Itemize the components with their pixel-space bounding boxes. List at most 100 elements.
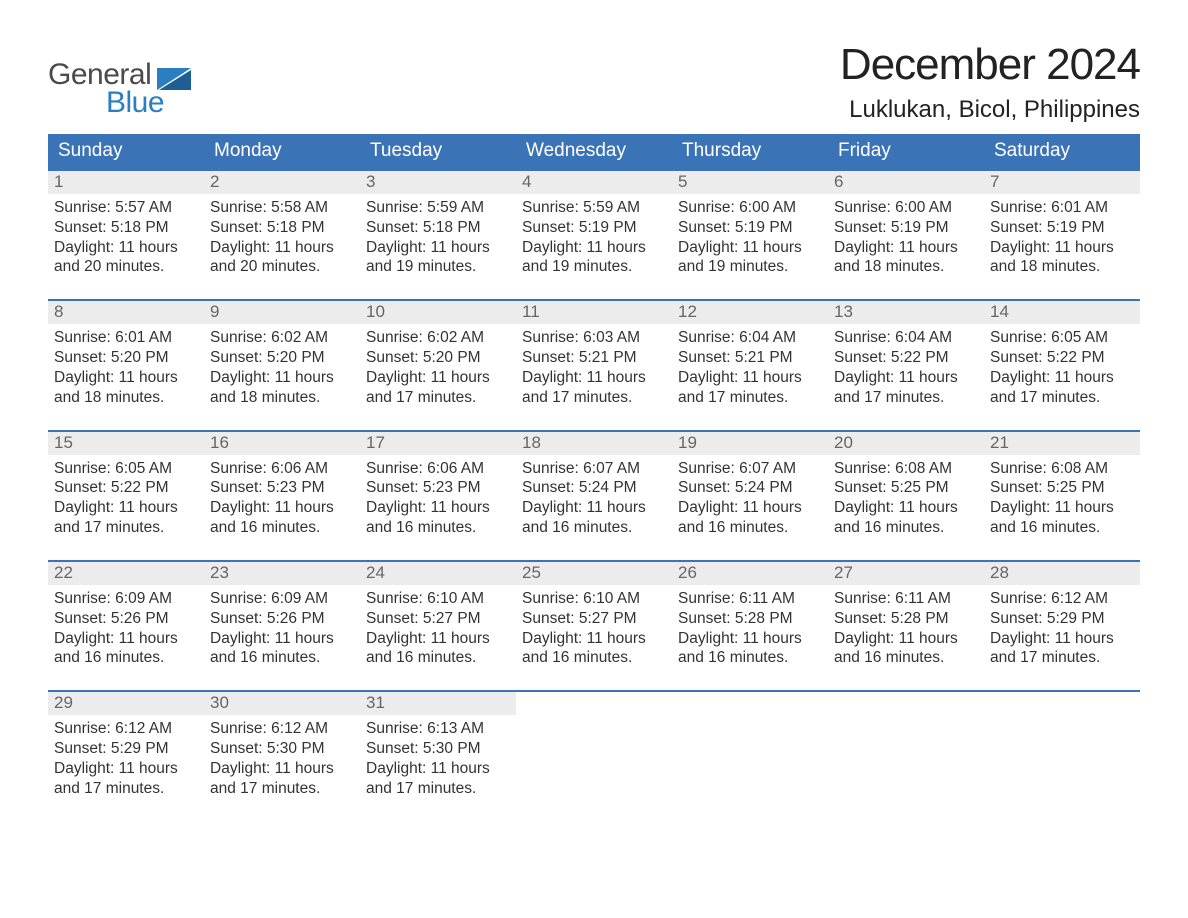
sunset-line: Sunset: 5:23 PM <box>366 478 510 498</box>
day-number: 12 <box>672 301 828 324</box>
header-bar: General Blue December 2024 Luklukan, Bic… <box>48 40 1140 124</box>
day-number: 8 <box>48 301 204 324</box>
day-number <box>984 692 1140 715</box>
day-details: Sunrise: 6:09 AMSunset: 5:26 PMDaylight:… <box>204 585 360 670</box>
day-number: 25 <box>516 562 672 585</box>
day-number: 13 <box>828 301 984 324</box>
sunrise-line: Sunrise: 6:00 AM <box>834 198 978 218</box>
day-details: Sunrise: 6:06 AMSunset: 5:23 PMDaylight:… <box>204 455 360 540</box>
sunrise-line: Sunrise: 6:10 AM <box>522 589 666 609</box>
sunset-line: Sunset: 5:22 PM <box>54 478 198 498</box>
daylight-line: Daylight: 11 hours and 17 minutes. <box>990 629 1134 669</box>
daylight-line: Daylight: 11 hours and 16 minutes. <box>210 629 354 669</box>
calendar-day-cell: 4Sunrise: 5:59 AMSunset: 5:19 PMDaylight… <box>516 171 672 279</box>
calendar-grid: SundayMondayTuesdayWednesdayThursdayFrid… <box>48 134 1140 801</box>
calendar-day-cell: 22Sunrise: 6:09 AMSunset: 5:26 PMDayligh… <box>48 562 204 670</box>
sunrise-line: Sunrise: 6:08 AM <box>990 459 1134 479</box>
calendar-day-cell: 31Sunrise: 6:13 AMSunset: 5:30 PMDayligh… <box>360 692 516 800</box>
calendar-day-cell: 6Sunrise: 6:00 AMSunset: 5:19 PMDaylight… <box>828 171 984 279</box>
sunrise-line: Sunrise: 6:00 AM <box>678 198 822 218</box>
sunset-line: Sunset: 5:27 PM <box>522 609 666 629</box>
calendar-week-row: 15Sunrise: 6:05 AMSunset: 5:22 PMDayligh… <box>48 430 1140 540</box>
sunrise-line: Sunrise: 6:11 AM <box>678 589 822 609</box>
sunrise-line: Sunrise: 6:03 AM <box>522 328 666 348</box>
sunrise-line: Sunrise: 6:06 AM <box>366 459 510 479</box>
calendar-day-cell: 26Sunrise: 6:11 AMSunset: 5:28 PMDayligh… <box>672 562 828 670</box>
day-details: Sunrise: 6:10 AMSunset: 5:27 PMDaylight:… <box>360 585 516 670</box>
day-of-week-label: Saturday <box>984 134 1140 169</box>
sunrise-line: Sunrise: 5:57 AM <box>54 198 198 218</box>
calendar-week-row: 29Sunrise: 6:12 AMSunset: 5:29 PMDayligh… <box>48 690 1140 800</box>
calendar-day-cell: 15Sunrise: 6:05 AMSunset: 5:22 PMDayligh… <box>48 432 204 540</box>
day-number: 9 <box>204 301 360 324</box>
day-number: 22 <box>48 562 204 585</box>
daylight-line: Daylight: 11 hours and 18 minutes. <box>990 238 1134 278</box>
daylight-line: Daylight: 11 hours and 20 minutes. <box>54 238 198 278</box>
sunrise-line: Sunrise: 6:09 AM <box>210 589 354 609</box>
sunset-line: Sunset: 5:19 PM <box>522 218 666 238</box>
sunset-line: Sunset: 5:28 PM <box>834 609 978 629</box>
day-number: 6 <box>828 171 984 194</box>
daylight-line: Daylight: 11 hours and 17 minutes. <box>210 759 354 799</box>
sunrise-line: Sunrise: 6:07 AM <box>678 459 822 479</box>
day-number: 3 <box>360 171 516 194</box>
calendar-day-cell: 10Sunrise: 6:02 AMSunset: 5:20 PMDayligh… <box>360 301 516 409</box>
calendar-week-row: 8Sunrise: 6:01 AMSunset: 5:20 PMDaylight… <box>48 299 1140 409</box>
calendar-day-cell: 20Sunrise: 6:08 AMSunset: 5:25 PMDayligh… <box>828 432 984 540</box>
day-details: Sunrise: 6:02 AMSunset: 5:20 PMDaylight:… <box>204 324 360 409</box>
day-details: Sunrise: 6:05 AMSunset: 5:22 PMDaylight:… <box>984 324 1140 409</box>
calendar-day-cell: 25Sunrise: 6:10 AMSunset: 5:27 PMDayligh… <box>516 562 672 670</box>
calendar-day-cell: 30Sunrise: 6:12 AMSunset: 5:30 PMDayligh… <box>204 692 360 800</box>
day-number: 29 <box>48 692 204 715</box>
day-details: Sunrise: 5:59 AMSunset: 5:19 PMDaylight:… <box>516 194 672 279</box>
day-details: Sunrise: 6:02 AMSunset: 5:20 PMDaylight:… <box>360 324 516 409</box>
day-number: 27 <box>828 562 984 585</box>
sunrise-line: Sunrise: 6:10 AM <box>366 589 510 609</box>
day-number: 15 <box>48 432 204 455</box>
sunrise-line: Sunrise: 6:06 AM <box>210 459 354 479</box>
sunset-line: Sunset: 5:18 PM <box>366 218 510 238</box>
day-details: Sunrise: 6:00 AMSunset: 5:19 PMDaylight:… <box>828 194 984 279</box>
calendar-day-cell: 13Sunrise: 6:04 AMSunset: 5:22 PMDayligh… <box>828 301 984 409</box>
day-of-week-label: Sunday <box>48 134 204 169</box>
sunset-line: Sunset: 5:23 PM <box>210 478 354 498</box>
title-block: December 2024 Luklukan, Bicol, Philippin… <box>840 40 1140 124</box>
day-number: 16 <box>204 432 360 455</box>
day-of-week-label: Monday <box>204 134 360 169</box>
sunset-line: Sunset: 5:24 PM <box>522 478 666 498</box>
day-number: 1 <box>48 171 204 194</box>
day-details: Sunrise: 6:12 AMSunset: 5:30 PMDaylight:… <box>204 715 360 800</box>
sunset-line: Sunset: 5:30 PM <box>366 739 510 759</box>
sunrise-line: Sunrise: 6:12 AM <box>54 719 198 739</box>
day-details: Sunrise: 5:58 AMSunset: 5:18 PMDaylight:… <box>204 194 360 279</box>
calendar-day-cell: 9Sunrise: 6:02 AMSunset: 5:20 PMDaylight… <box>204 301 360 409</box>
sunset-line: Sunset: 5:19 PM <box>834 218 978 238</box>
sunset-line: Sunset: 5:30 PM <box>210 739 354 759</box>
daylight-line: Daylight: 11 hours and 17 minutes. <box>990 368 1134 408</box>
calendar-day-cell: 23Sunrise: 6:09 AMSunset: 5:26 PMDayligh… <box>204 562 360 670</box>
day-number: 26 <box>672 562 828 585</box>
sunset-line: Sunset: 5:25 PM <box>834 478 978 498</box>
day-details: Sunrise: 6:08 AMSunset: 5:25 PMDaylight:… <box>828 455 984 540</box>
sunset-line: Sunset: 5:18 PM <box>210 218 354 238</box>
day-number: 7 <box>984 171 1140 194</box>
calendar-day-cell: 1Sunrise: 5:57 AMSunset: 5:18 PMDaylight… <box>48 171 204 279</box>
day-details: Sunrise: 6:13 AMSunset: 5:30 PMDaylight:… <box>360 715 516 800</box>
day-details: Sunrise: 6:07 AMSunset: 5:24 PMDaylight:… <box>672 455 828 540</box>
sunrise-line: Sunrise: 6:02 AM <box>366 328 510 348</box>
sunset-line: Sunset: 5:28 PM <box>678 609 822 629</box>
calendar-day-cell: 19Sunrise: 6:07 AMSunset: 5:24 PMDayligh… <box>672 432 828 540</box>
daylight-line: Daylight: 11 hours and 16 minutes. <box>990 498 1134 538</box>
day-details: Sunrise: 6:05 AMSunset: 5:22 PMDaylight:… <box>48 455 204 540</box>
sunrise-line: Sunrise: 5:59 AM <box>522 198 666 218</box>
day-details: Sunrise: 6:06 AMSunset: 5:23 PMDaylight:… <box>360 455 516 540</box>
day-number <box>672 692 828 715</box>
sunrise-line: Sunrise: 6:01 AM <box>54 328 198 348</box>
sunset-line: Sunset: 5:20 PM <box>54 348 198 368</box>
sunset-line: Sunset: 5:27 PM <box>366 609 510 629</box>
day-of-week-label: Friday <box>828 134 984 169</box>
sunrise-line: Sunrise: 6:12 AM <box>210 719 354 739</box>
daylight-line: Daylight: 11 hours and 18 minutes. <box>54 368 198 408</box>
sunset-line: Sunset: 5:20 PM <box>210 348 354 368</box>
day-details: Sunrise: 6:08 AMSunset: 5:25 PMDaylight:… <box>984 455 1140 540</box>
